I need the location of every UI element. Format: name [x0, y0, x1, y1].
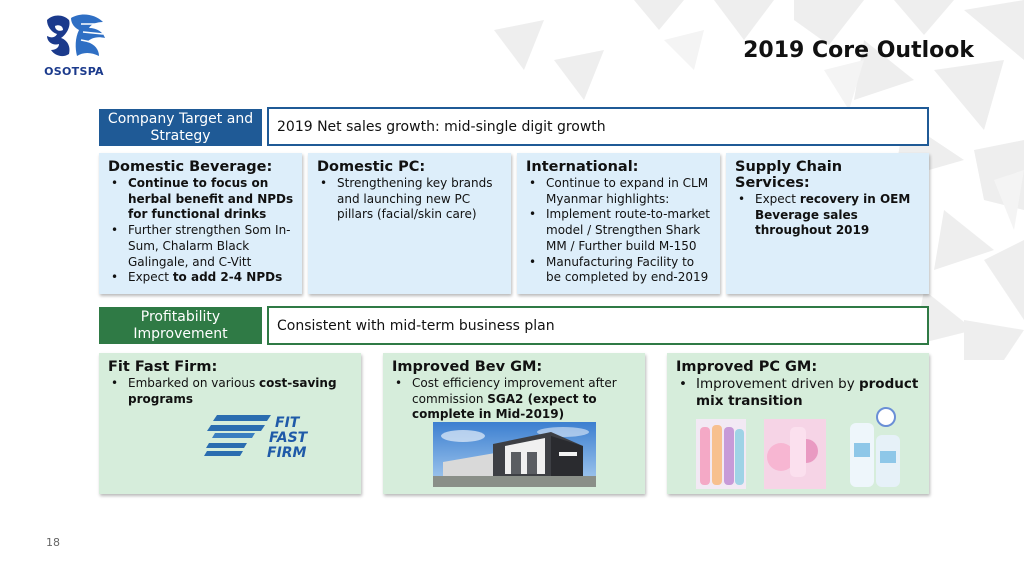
sga2-factory-building-image	[433, 422, 596, 487]
bullet-bold-text: to add 2-4 NPDs	[172, 270, 283, 285]
bullet-item: Expect recovery in OEM Beverage sales th…	[735, 192, 921, 239]
bullet-text: Embarked on various	[128, 376, 260, 390]
bullet-item: Continue to focus on herbal benefit and …	[108, 176, 294, 223]
bullet-bold-text: cost-saving programs	[128, 376, 337, 406]
osotspa-logo: OSOTSPA	[38, 12, 110, 78]
fit-fast-firm-line1: FIT	[275, 415, 301, 431]
bullet-bold-text: Continue to focus on herbal benefit and …	[128, 176, 294, 222]
card-title: Fit Fast Firm:	[108, 359, 218, 375]
supply-chain-card: Supply Chain Services: Expect recovery i…	[726, 153, 929, 294]
bullet-text: Cost efficiency improvement after commis…	[412, 376, 617, 406]
company-target-label: Company Target and Strategy	[99, 109, 262, 146]
lion-emblem-icon	[47, 14, 105, 57]
bullet-text: Expect	[128, 270, 173, 285]
international-card: International: Continue to expand in CLM…	[517, 153, 720, 294]
fit-fast-firm-line2: FAST	[269, 430, 309, 446]
bullet-item: Implement route-to-market model / Streng…	[526, 207, 712, 254]
bullet-text: Further strengthen Som In-Sum, Chalarm B…	[128, 223, 291, 269]
background-triangle-pattern	[494, 0, 1024, 360]
bullet-item: Continue to expand in CLM Myanmar highli…	[526, 176, 712, 207]
card-bullets: Continue to expand in CLM Myanmar highli…	[526, 176, 712, 286]
bullet-text: Expect	[755, 192, 800, 206]
card-bullets: Cost efficiency improvement after commis…	[392, 376, 637, 423]
profitability-label: Profitability Improvement	[99, 307, 262, 344]
card-title: Domestic Beverage:	[108, 159, 273, 175]
card-bullets: Embarked on various cost-saving programs	[108, 376, 353, 407]
fit-fast-firm-line3: FIRM	[267, 445, 307, 461]
card-bullets: Continue to focus on herbal benefit and …	[108, 176, 294, 286]
bullet-bold-text: recovery in OEM Beverage sales throughou…	[755, 192, 911, 238]
fit-fast-firm-logo: FIT FAST FIRM	[204, 415, 309, 461]
card-title: Domestic PC:	[317, 159, 426, 175]
card-title: International:	[526, 159, 639, 175]
bullet-item: Expect to add 2-4 NPDs	[108, 270, 294, 286]
pc-products-image	[696, 407, 900, 489]
page-number: 18	[46, 536, 60, 549]
bullet-item: Manufacturing Facility to be completed b…	[526, 255, 712, 286]
card-title: Supply Chain Services:	[735, 159, 843, 191]
bullet-text: Continue to expand in CLM Myanmar highli…	[546, 176, 709, 206]
company-target-statement: 2019 Net sales growth: mid-single digit …	[267, 107, 929, 146]
slide-title: 2019 Core Outlook	[743, 38, 974, 63]
bullet-item: Embarked on various cost-saving programs	[108, 376, 353, 407]
bullet-item: Strengthening key brands and launching n…	[317, 176, 503, 223]
bullet-text: Improvement driven by	[696, 376, 859, 392]
bullet-item: Improvement driven by product mix transi…	[676, 376, 921, 410]
bullet-item: Further strengthen Som In-Sum, Chalarm B…	[108, 223, 294, 270]
bullet-bold-text: product mix transition	[696, 376, 919, 409]
card-title: Improved PC GM:	[676, 359, 818, 375]
logo-wordmark: OSOTSPA	[44, 65, 104, 78]
card-title: Improved Bev GM:	[392, 359, 543, 375]
bullet-item: Cost efficiency improvement after commis…	[392, 376, 637, 423]
profitability-statement: Consistent with mid-term business plan	[267, 306, 929, 345]
card-bullets: Strengthening key brands and launching n…	[317, 176, 503, 223]
bullet-text: Implement route-to-market model / Streng…	[546, 207, 710, 253]
card-bullets: Expect recovery in OEM Beverage sales th…	[735, 192, 921, 239]
bullet-bold-text: SGA2 (expect to complete in Mid-2019)	[412, 391, 597, 422]
bullet-text: Manufacturing Facility to be completed b…	[546, 254, 709, 285]
fit-fast-firm-card: Fit Fast Firm: Embarked on various cost-…	[99, 353, 361, 494]
bullet-text: Strengthening key brands and launching n…	[337, 176, 493, 222]
domestic-pc-card: Domestic PC: Strengthening key brands an…	[308, 153, 511, 294]
domestic-beverage-card: Domestic Beverage: Continue to focus on …	[99, 153, 302, 294]
card-bullets: Improvement driven by product mix transi…	[676, 376, 921, 410]
